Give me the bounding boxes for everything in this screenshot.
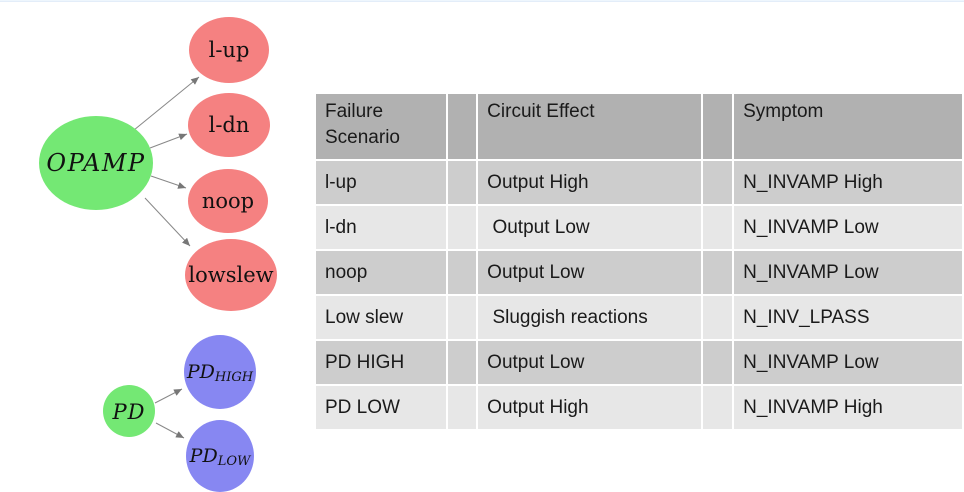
header-spacer-1 [447, 94, 477, 159]
spacer-cell [447, 251, 477, 294]
cell-effect: Output Low [478, 251, 701, 294]
node-pd-low-label: PDLOW [189, 445, 252, 469]
arrow-opamp-to-l-up [133, 76, 200, 131]
spacer-cell [447, 161, 477, 204]
cell-symptom: N_INVAMP Low [734, 341, 962, 384]
spacer-cell [447, 296, 477, 339]
arrow-opamp-to-noop [150, 175, 187, 189]
node-lowslew [185, 239, 277, 311]
table-header-row: Failure Scenario Circuit Effect Symptom [316, 94, 962, 159]
spacer-cell [447, 206, 477, 249]
node-l-dn [188, 93, 270, 157]
cell-effect: Output High [478, 161, 701, 204]
table-row: Low slew Sluggish reactions N_INV_LPASS [316, 296, 962, 339]
fault-tree-diagram: OPAMP l-up l-dn noop lowslew PD PDHIGH P… [39, 17, 277, 492]
cell-scenario: Low slew [316, 296, 446, 339]
node-l-up [189, 17, 269, 83]
node-lowslew-label: lowslew [188, 263, 273, 287]
top-edge-line [0, 0, 964, 2]
node-pd-low [186, 420, 254, 492]
arrow-pd-to-pd-low [155, 422, 185, 439]
cell-symptom: N_INV_LPASS [734, 296, 962, 339]
cell-scenario: l-up [316, 161, 446, 204]
cell-symptom: N_INVAMP Low [734, 206, 962, 249]
node-pd-high-label: PDHIGH [186, 361, 254, 385]
header-spacer-2 [702, 94, 733, 159]
spacer-cell [702, 161, 733, 204]
cell-effect: Output Low [478, 206, 701, 249]
spacer-cell [447, 341, 477, 384]
cell-scenario: PD LOW [316, 386, 446, 429]
spacer-cell [702, 251, 733, 294]
node-pd-label: PD [112, 400, 146, 424]
table-row: l-dn Output Low N_INVAMP Low [316, 206, 962, 249]
node-noop [188, 169, 268, 233]
cell-scenario: noop [316, 251, 446, 294]
table-row: PD HIGH Output Low N_INVAMP Low [316, 341, 962, 384]
header-failure-scenario: Failure Scenario [316, 94, 446, 159]
pd-low-label-main: PD [189, 445, 218, 467]
spacer-cell [702, 386, 733, 429]
cell-symptom: N_INVAMP High [734, 386, 962, 429]
spacer-cell [702, 206, 733, 249]
arrow-pd-to-pd-high [154, 388, 183, 404]
node-opamp [39, 116, 153, 210]
cell-effect: Output High [478, 386, 701, 429]
failure-scenario-table: Failure Scenario Circuit Effect Symptom … [314, 92, 964, 431]
node-pd [103, 385, 155, 437]
spacer-cell [702, 341, 733, 384]
table-row: PD LOW Output High N_INVAMP High [316, 386, 962, 429]
pd-high-label-main: PD [186, 361, 215, 383]
node-opamp-label: OPAMP [46, 149, 145, 177]
arrow-opamp-to-l-dn [149, 133, 188, 149]
cell-effect: Output Low [478, 341, 701, 384]
arrow-opamp-to-lowslew [144, 197, 191, 247]
pd-low-label-subscript: LOW [217, 454, 252, 469]
cell-scenario: PD HIGH [316, 341, 446, 384]
pd-high-label-subscript: HIGH [214, 370, 254, 385]
node-noop-label: noop [202, 189, 254, 213]
opamp-tree-arrows [133, 76, 200, 247]
spacer-cell [447, 386, 477, 429]
cell-scenario: l-dn [316, 206, 446, 249]
header-circuit-effect: Circuit Effect [478, 94, 701, 159]
cell-effect: Sluggish reactions [478, 296, 701, 339]
cell-symptom: N_INVAMP Low [734, 251, 962, 294]
spacer-cell [702, 296, 733, 339]
table-row: noop Output Low N_INVAMP Low [316, 251, 962, 294]
node-l-up-label: l-up [209, 38, 250, 62]
node-l-dn-label: l-dn [209, 113, 250, 137]
table-row: l-up Output High N_INVAMP High [316, 161, 962, 204]
cell-symptom: N_INVAMP High [734, 161, 962, 204]
node-pd-high [184, 335, 256, 409]
header-symptom: Symptom [734, 94, 962, 159]
pd-tree-arrows [154, 388, 185, 439]
